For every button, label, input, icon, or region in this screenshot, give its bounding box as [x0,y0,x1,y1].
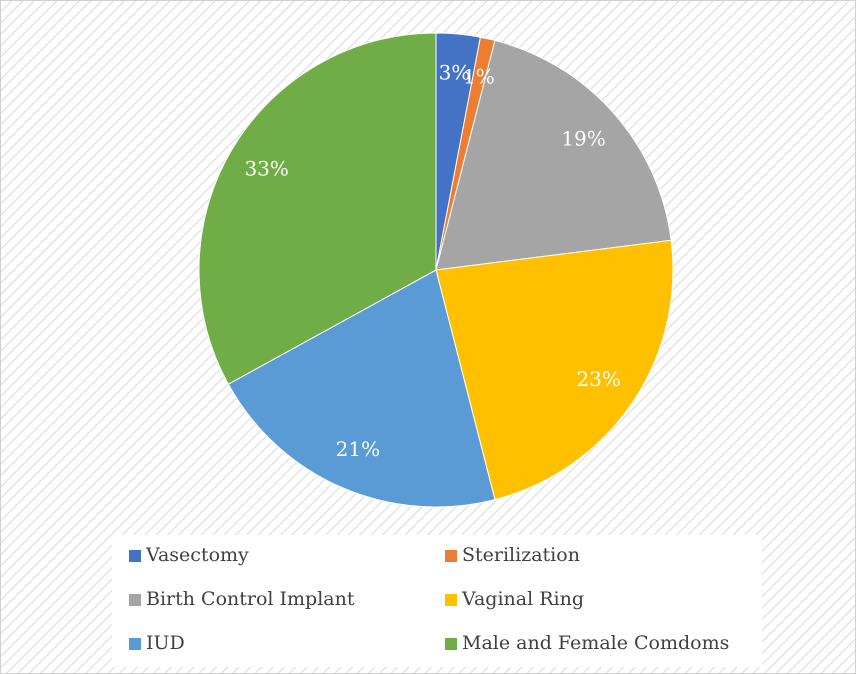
legend-swatch [445,638,457,650]
data-label: 3% [439,61,471,85]
legend-swatch [129,594,141,606]
legend-label: Sterilization [462,544,580,566]
pie-slice [198,32,437,385]
pie-slice [435,239,674,501]
legend-label: Birth Control Implant [146,588,355,610]
legend-label: IUD [146,632,185,654]
data-label: 21% [336,437,380,461]
legend-label: Vaginal Ring [461,588,584,610]
legend-box [112,535,762,667]
legend-swatch [129,638,141,650]
pie-slice [227,269,496,508]
legend-label: Vasectomy [145,544,249,566]
pie-slice [435,39,672,271]
data-label: 1% [463,65,495,89]
legend-label: Male and Female Comdoms [462,632,729,654]
data-label: 23% [576,367,620,391]
data-label: 19% [561,126,605,150]
data-label: 33% [244,156,288,180]
legend-swatch [129,550,141,562]
legend-swatch [445,594,457,606]
legend-swatch [445,550,457,562]
